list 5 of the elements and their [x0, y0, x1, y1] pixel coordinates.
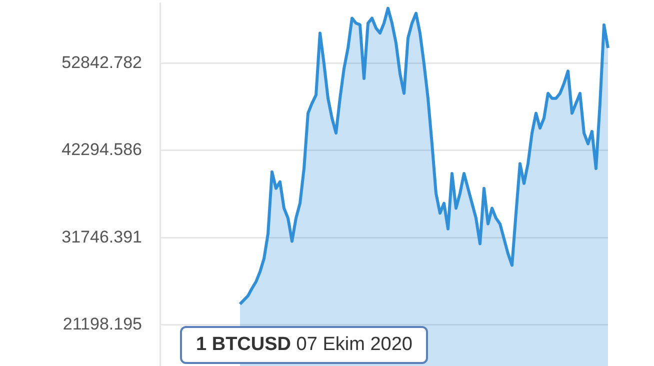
y-tick-label: 21198.195	[62, 314, 142, 334]
annotation: 1 BTCUSD 07 Ekim 2020	[180, 326, 428, 364]
y-tick-label: 42294.586	[62, 140, 142, 160]
y-tick-label: 52842.782	[62, 52, 142, 72]
y-tick-label: 31746.391	[62, 227, 142, 246]
